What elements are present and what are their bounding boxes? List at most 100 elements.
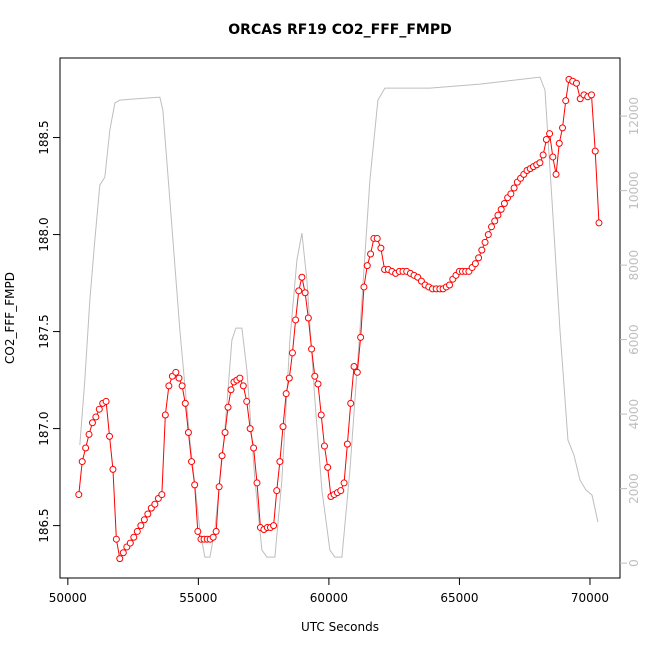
data-point <box>292 316 300 324</box>
y-tick-label: 187.0 <box>37 411 51 445</box>
data-point <box>161 411 169 419</box>
data-point <box>572 79 580 87</box>
data-point <box>78 458 86 466</box>
data-point <box>317 411 325 419</box>
data-point <box>536 159 544 167</box>
data-point <box>481 238 489 246</box>
data-point <box>320 442 328 450</box>
data-point <box>92 413 100 421</box>
y-tick-label: 187.5 <box>37 314 51 348</box>
data-point <box>562 97 570 105</box>
data-point <box>172 368 180 376</box>
data-point <box>102 397 110 405</box>
data-point <box>236 374 244 382</box>
data-point <box>591 147 599 155</box>
data-point <box>285 374 293 382</box>
data-point <box>546 130 554 138</box>
data-point <box>340 479 348 487</box>
data-point <box>250 444 258 452</box>
data-point <box>279 423 287 431</box>
data-point <box>500 200 508 208</box>
data-point <box>491 217 499 225</box>
data-point <box>497 205 505 213</box>
y-tick-label: 188.5 <box>37 120 51 154</box>
data-point <box>194 527 202 535</box>
series-line <box>79 76 599 558</box>
data-point <box>542 135 550 143</box>
x-tick-label: 65000 <box>440 591 478 605</box>
y2-tick-label: 4000 <box>627 399 641 430</box>
data-point <box>377 244 385 252</box>
data-point <box>350 363 358 371</box>
data-point <box>224 403 232 411</box>
data-point <box>106 432 114 440</box>
data-point <box>188 458 196 466</box>
data-point <box>360 283 368 291</box>
data-point <box>539 151 547 159</box>
data-point <box>184 428 192 436</box>
y2-tick-label: 12000 <box>627 97 641 135</box>
data-point <box>178 382 186 390</box>
data-point <box>308 345 316 353</box>
y2-tick-label: 8000 <box>627 250 641 281</box>
data-point <box>311 372 319 380</box>
data-point <box>552 170 560 178</box>
data-point <box>555 139 563 147</box>
y-axis-label: CO2_FFF_FMPD <box>3 272 17 364</box>
data-point <box>367 250 375 258</box>
data-point <box>165 382 173 390</box>
y-tick-label: 188.0 <box>37 217 51 251</box>
data-point <box>559 124 567 132</box>
x-tick-label: 50000 <box>49 591 87 605</box>
x-tick-label: 55000 <box>179 591 217 605</box>
data-point <box>314 380 322 388</box>
data-point <box>82 444 90 452</box>
data-point <box>227 386 235 394</box>
data-point <box>363 262 371 270</box>
data-point <box>215 483 223 491</box>
data-point <box>301 289 309 297</box>
data-point <box>324 463 332 471</box>
data-point <box>218 452 226 460</box>
data-point <box>475 254 483 262</box>
x-axis-label: UTC Seconds <box>301 620 379 634</box>
data-point <box>373 234 381 242</box>
data-point <box>347 399 355 407</box>
data-point <box>175 374 183 382</box>
data-point <box>243 397 251 405</box>
y2-tick-label: 2000 <box>627 473 641 504</box>
data-point <box>151 500 159 508</box>
y2-tick-label: 6000 <box>627 324 641 355</box>
data-point <box>343 440 351 448</box>
data-point <box>95 405 103 413</box>
data-point <box>357 333 365 341</box>
data-point <box>75 491 83 499</box>
data-point <box>191 481 199 489</box>
data-point <box>304 314 312 322</box>
data-point <box>549 153 557 161</box>
data-point <box>478 246 486 254</box>
data-point <box>126 539 134 547</box>
data-point <box>282 390 290 398</box>
data-point <box>446 281 454 289</box>
data-point <box>337 487 345 495</box>
data-point <box>488 223 496 231</box>
data-point <box>484 231 492 239</box>
data-point <box>221 428 229 436</box>
data-point <box>133 527 141 535</box>
chart-title: ORCAS RF19 CO2_FFF_FMPD <box>228 22 451 38</box>
data-point <box>109 465 117 473</box>
x-tick-label: 60000 <box>310 591 348 605</box>
data-point <box>112 535 120 543</box>
plot-frame <box>59 57 621 579</box>
data-point <box>587 91 595 99</box>
y2-tick-label: 10000 <box>627 172 641 210</box>
data-point <box>288 349 296 357</box>
data-point <box>510 184 518 192</box>
data-point <box>494 211 502 219</box>
data-point <box>276 458 284 466</box>
data-point <box>140 516 148 524</box>
data-point <box>253 479 261 487</box>
